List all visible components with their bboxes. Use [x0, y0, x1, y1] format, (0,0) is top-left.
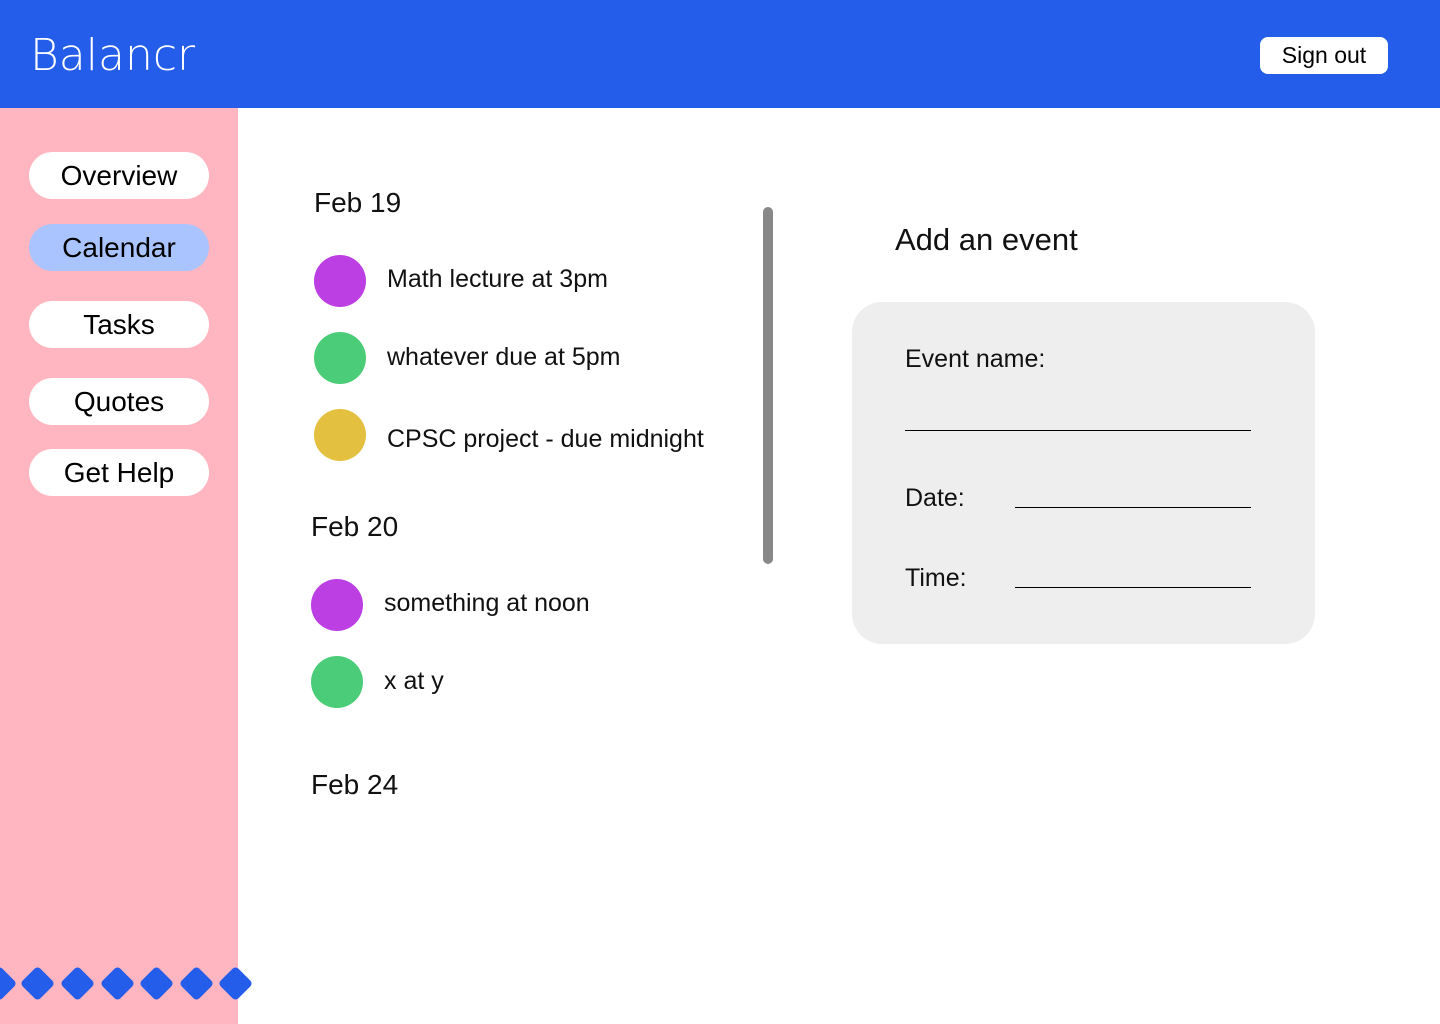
brand-logo: Balancr: [30, 30, 196, 81]
sign-out-button[interactable]: Sign out: [1260, 37, 1388, 74]
sidebar-item-get-help[interactable]: Get Help: [29, 449, 209, 496]
date-label: Date:: [905, 484, 965, 512]
day-heading: Feb 20: [311, 511, 399, 542]
time-label: Time:: [905, 564, 967, 592]
sidebar-item-calendar[interactable]: Calendar: [29, 224, 209, 271]
event-item[interactable]: x at y: [384, 667, 444, 695]
event-name-field[interactable]: [905, 430, 1251, 431]
event-color-dot: [314, 332, 366, 384]
event-color-dot: [311, 579, 363, 631]
event-item[interactable]: something at noon: [384, 589, 590, 617]
event-color-dot: [311, 656, 363, 708]
day-heading: Feb 24: [311, 769, 399, 800]
add-event-title: Add an event: [895, 222, 1078, 257]
event-item[interactable]: CPSC project - due midnight: [387, 425, 704, 453]
scrollbar[interactable]: [763, 207, 773, 564]
time-field[interactable]: [1015, 587, 1251, 588]
event-item[interactable]: whatever due at 5pm: [387, 343, 621, 371]
sidebar-item-tasks[interactable]: Tasks: [29, 301, 209, 348]
app-header: Balancr Sign out: [0, 0, 1440, 108]
sidebar-item-overview[interactable]: Overview: [29, 152, 209, 199]
event-color-dot: [314, 255, 366, 307]
event-name-label: Event name:: [905, 345, 1046, 373]
day-heading: Feb 19: [314, 187, 402, 218]
event-color-dot: [314, 409, 366, 461]
sidebar-item-quotes[interactable]: Quotes: [29, 378, 209, 425]
event-item[interactable]: Math lecture at 3pm: [387, 265, 608, 293]
date-field[interactable]: [1015, 507, 1251, 508]
